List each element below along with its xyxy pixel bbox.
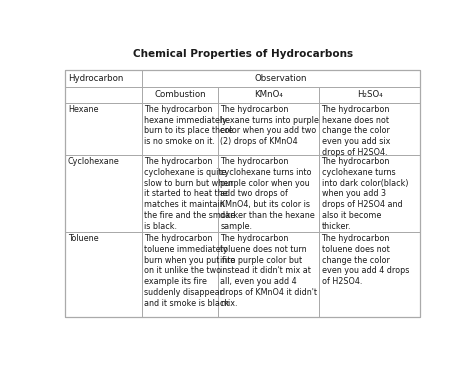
Bar (65, 87, 142, 103)
Text: The hydrocarbon
cyclohexane turns
into dark color(black)
when you add 3
drops of: The hydrocarbon cyclohexane turns into d… (321, 157, 408, 231)
Bar (319, 103, 420, 155)
Text: Hexane: Hexane (68, 105, 98, 114)
Bar (319, 232, 420, 317)
Text: Observation: Observation (255, 74, 307, 83)
Text: The hydrocarbon
toluene immediately
burn when you put fire
on it unlike the two
: The hydrocarbon toluene immediately burn… (144, 234, 235, 308)
Bar (142, 103, 218, 155)
Text: H₂SO₄: H₂SO₄ (357, 90, 383, 99)
Bar (218, 232, 319, 317)
Bar (65, 103, 142, 155)
Text: The hydrocarbon
cyclohexane is quite
slow to burn but when
it started to heat th: The hydrocarbon cyclohexane is quite slo… (144, 157, 236, 231)
Text: Combustion: Combustion (154, 90, 206, 99)
Text: KMnO₄: KMnO₄ (254, 90, 283, 99)
Bar (65, 232, 142, 317)
Text: The hydrocarbon
toluene does not
change the color
even you add 4 drops
of H2SO4.: The hydrocarbon toluene does not change … (321, 234, 409, 286)
Bar (218, 87, 319, 103)
Bar (319, 87, 420, 103)
Bar (65, 70, 142, 87)
Text: The hydrocarbon
cyclohexane turns into
purple color when you
add two drops of
KM: The hydrocarbon cyclohexane turns into p… (220, 157, 315, 231)
Bar (142, 232, 218, 317)
Bar (65, 155, 142, 232)
Text: Cyclohexane: Cyclohexane (68, 157, 119, 166)
Text: Hydrocarbon: Hydrocarbon (68, 74, 123, 83)
Bar (218, 155, 319, 232)
Text: The hydrocarbon
toluene does not turn
into purple color but
instead it didn't mi: The hydrocarbon toluene does not turn in… (220, 234, 318, 308)
Text: The hydrocarbon
hexane does not
change the color
even you add six
drops of H2SO4: The hydrocarbon hexane does not change t… (321, 105, 390, 157)
Bar (142, 70, 420, 87)
Bar (319, 155, 420, 232)
Text: The hydrocarbon
hexane turns into purple
color when you add two
(2) drops of KMn: The hydrocarbon hexane turns into purple… (220, 105, 319, 146)
Bar (142, 155, 218, 232)
Bar (65, 70, 420, 317)
Bar (142, 87, 218, 103)
Text: The hydrocarbon
hexane immediately
burn to its place there
is no smoke on it.: The hydrocarbon hexane immediately burn … (144, 105, 233, 146)
Text: Chemical Properties of Hydrocarbons: Chemical Properties of Hydrocarbons (133, 49, 353, 59)
Bar (218, 103, 319, 155)
Text: Toluene: Toluene (68, 234, 99, 243)
